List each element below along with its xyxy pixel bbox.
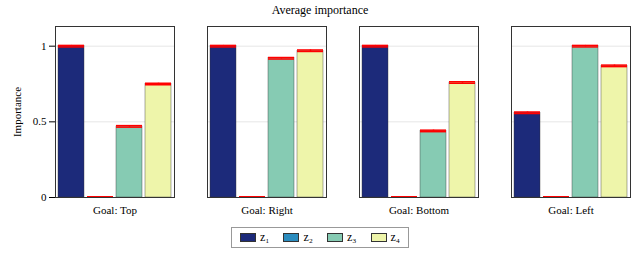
html-text:z₂: z₂: [303, 230, 313, 244]
svg-text:0: 0: [41, 191, 47, 203]
svg-text:1: 1: [41, 40, 47, 52]
html-text:z₃: z₃: [347, 230, 357, 244]
html-text:z₁: z₁: [260, 230, 270, 244]
html-text:z₄: z₄: [390, 230, 400, 244]
svg-text:Importance: Importance: [11, 87, 23, 137]
svg-text:Goal: Top: Goal: Top: [93, 204, 137, 216]
svg-text:Goal: Bottom: Goal: Bottom: [389, 204, 450, 216]
svg-text:Goal: Left: Goal: Left: [548, 204, 594, 216]
svg-text:Goal: Right: Goal: Right: [241, 204, 293, 216]
html-text:Average importance: Average importance: [271, 3, 369, 17]
svg-text:0.5: 0.5: [33, 115, 47, 127]
